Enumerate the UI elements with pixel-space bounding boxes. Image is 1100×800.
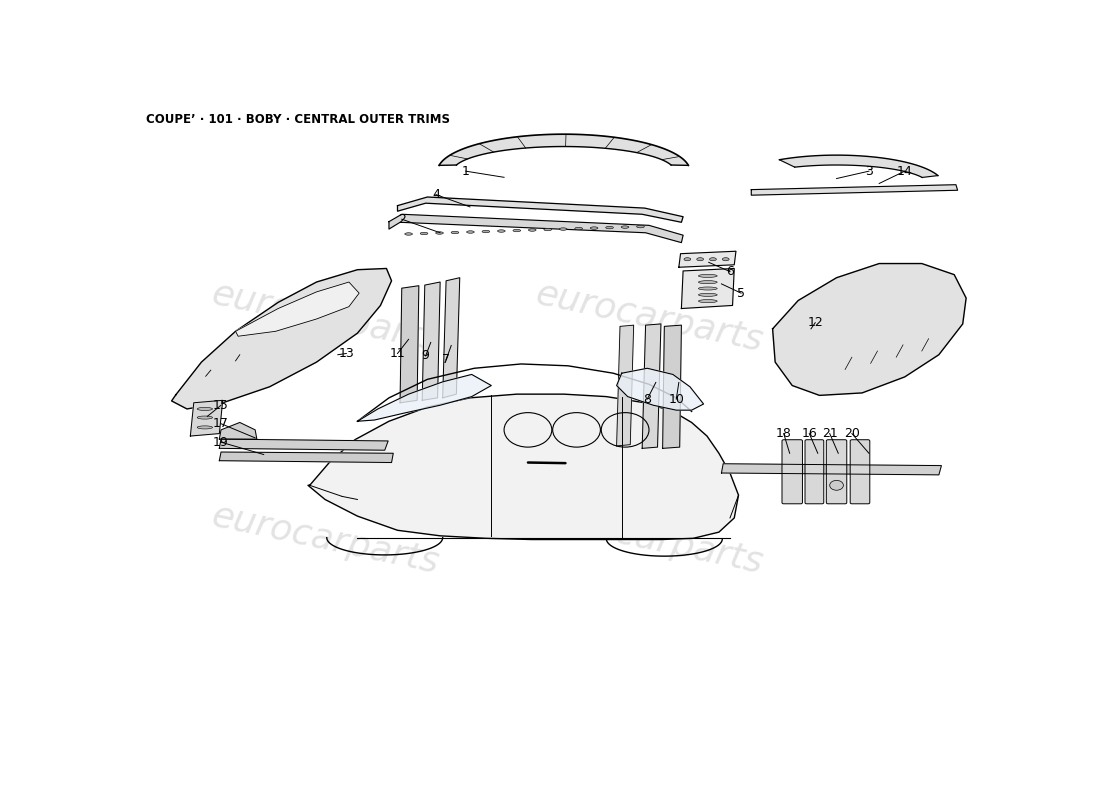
Text: 8: 8 [644,393,651,406]
Text: 12: 12 [807,316,823,329]
Polygon shape [679,251,736,267]
Text: 21: 21 [822,427,837,440]
Polygon shape [681,269,735,309]
Ellipse shape [575,227,583,230]
Polygon shape [642,324,661,448]
Polygon shape [172,269,392,409]
Text: 19: 19 [213,436,229,449]
Polygon shape [772,263,966,395]
Text: 9: 9 [421,350,430,362]
Ellipse shape [710,258,716,261]
Text: eurocarparts: eurocarparts [532,277,766,358]
Ellipse shape [684,258,691,261]
Polygon shape [439,134,689,166]
Text: 2: 2 [398,213,406,226]
Polygon shape [617,368,704,410]
Ellipse shape [723,258,729,261]
Text: 20: 20 [844,427,860,440]
Text: 13: 13 [339,347,354,360]
Polygon shape [722,464,942,475]
Polygon shape [235,282,359,336]
FancyBboxPatch shape [782,440,803,504]
Text: 14: 14 [896,165,913,178]
Polygon shape [751,185,958,195]
Text: 7: 7 [442,353,450,366]
Ellipse shape [513,230,520,232]
Ellipse shape [405,233,412,235]
Polygon shape [219,452,394,462]
Ellipse shape [197,416,212,419]
Polygon shape [422,282,440,400]
Polygon shape [780,155,938,178]
Ellipse shape [543,228,551,230]
Ellipse shape [698,281,717,284]
Text: COUPE’ · 101 · BOBY · CENTRAL OUTER TRIMS: COUPE’ · 101 · BOBY · CENTRAL OUTER TRIM… [146,114,450,126]
Text: 6: 6 [726,265,734,278]
Ellipse shape [436,232,443,234]
Ellipse shape [197,407,212,410]
Polygon shape [389,214,683,242]
Polygon shape [219,439,388,450]
Ellipse shape [528,229,536,231]
Polygon shape [662,325,681,448]
FancyBboxPatch shape [826,440,847,504]
Text: eurocarparts: eurocarparts [208,498,442,580]
Ellipse shape [606,226,614,229]
Text: 16: 16 [802,427,817,440]
Polygon shape [308,394,738,539]
Text: 10: 10 [669,393,684,406]
Circle shape [829,480,844,490]
FancyBboxPatch shape [805,440,824,504]
Ellipse shape [591,227,598,230]
Ellipse shape [698,299,717,302]
Text: 1: 1 [462,165,470,178]
Polygon shape [617,325,634,446]
Text: 18: 18 [776,427,792,440]
Ellipse shape [637,226,645,228]
Ellipse shape [621,226,629,228]
Ellipse shape [466,230,474,234]
Text: 3: 3 [865,165,873,178]
Ellipse shape [482,230,490,233]
FancyBboxPatch shape [850,440,870,504]
Text: eurocarparts: eurocarparts [532,498,766,580]
Ellipse shape [698,274,717,278]
Ellipse shape [559,228,566,230]
Polygon shape [358,374,492,422]
Text: 4: 4 [432,188,440,201]
Polygon shape [397,197,683,222]
Ellipse shape [197,426,212,429]
Polygon shape [190,400,222,436]
Ellipse shape [698,294,717,296]
Ellipse shape [698,287,717,290]
Ellipse shape [497,230,505,232]
Polygon shape [442,278,460,398]
Polygon shape [400,286,419,402]
Text: 5: 5 [737,286,745,300]
Ellipse shape [420,232,428,234]
Ellipse shape [696,258,704,261]
Text: 15: 15 [213,398,229,412]
Ellipse shape [451,231,459,234]
Text: eurocarparts: eurocarparts [208,277,442,358]
Text: 11: 11 [389,347,406,360]
Polygon shape [219,422,257,439]
Text: 17: 17 [213,418,229,430]
